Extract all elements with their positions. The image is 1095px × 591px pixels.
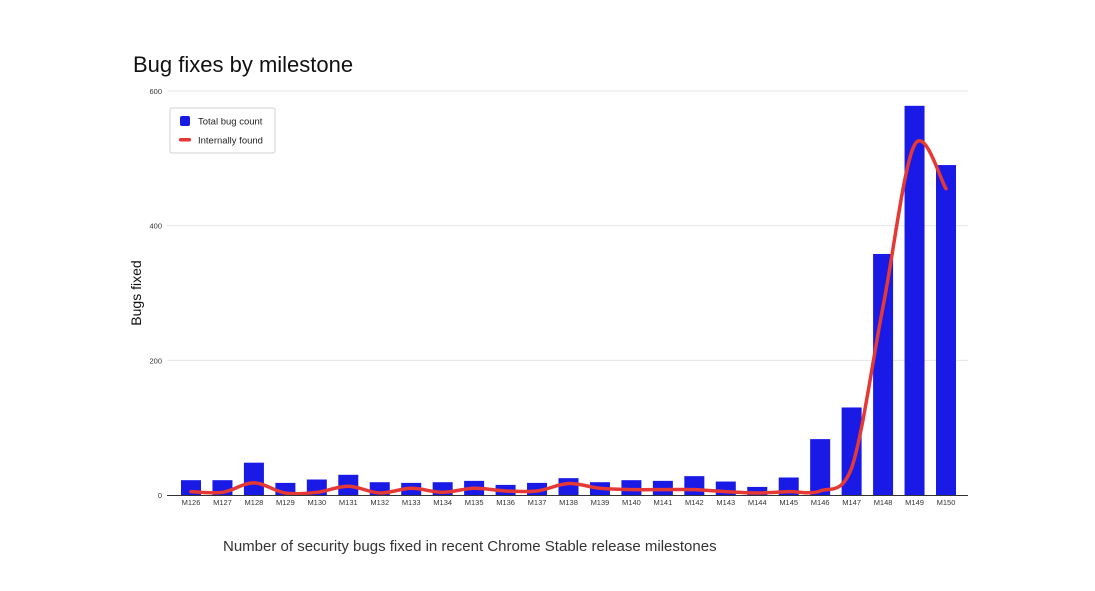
bar [810,439,831,495]
x-tick-label: M128 [245,498,264,507]
bar [243,462,264,495]
bar [873,253,894,495]
x-tick-label: M136 [496,498,515,507]
x-tick-label: M135 [465,498,484,507]
legend-box [169,107,276,154]
x-tick-label: M138 [559,498,578,507]
y-tick-label: 0 [158,491,162,500]
line-series [189,139,948,496]
y-axis-ticks: 0 200 400 600 [149,87,162,500]
x-tick-label: M126 [182,498,201,507]
x-tick-label: M145 [779,498,798,507]
bar [841,407,862,495]
x-tick-label: M131 [339,498,358,507]
y-axis-label: Bugs fixed [128,260,144,325]
x-tick-label: M147 [842,498,861,507]
x-tick-label: M142 [685,498,704,507]
y-tick-label: 200 [149,356,162,365]
grid-lines [167,90,968,361]
bar [936,165,956,496]
x-tick-label: M130 [307,498,326,507]
legend-swatch-bar [180,116,190,126]
bar [684,476,705,495]
bar [904,105,925,496]
chart-title: Bug fixes by milestone [133,52,354,77]
bar [621,480,642,495]
y-tick-label: 600 [149,87,162,96]
x-tick-label: M134 [433,498,452,507]
x-tick-label: M146 [811,498,830,507]
legend: Total bug count Internally found [169,107,276,154]
x-axis-ticks: M126 M127 M128 M129 M130 M131 M132 M133 M134 M135… [182,498,956,507]
internally-found-line [189,139,948,496]
x-tick-label: M129 [276,498,295,507]
x-tick-label: M144 [748,498,767,507]
x-tick-label: M137 [528,498,547,507]
bar-series [181,105,956,496]
chart-caption: Number of security bugs fixed in recent … [223,538,717,555]
legend-swatch-line [179,138,191,142]
x-tick-label: M140 [622,498,641,507]
x-tick-label: M139 [591,498,610,507]
x-tick-label: M133 [402,498,421,507]
legend-label-internal: Internally found [198,136,263,147]
x-tick-label: M141 [653,498,672,507]
x-tick-label: M132 [370,498,389,507]
x-tick-label: M149 [905,498,924,507]
y-tick-label: 400 [149,222,162,231]
bar [747,486,768,495]
x-tick-label: M150 [937,498,956,507]
legend-label-total: Total bug count [198,117,263,128]
x-tick-label: M143 [716,498,735,507]
bar [558,478,579,495]
x-tick-label: M127 [213,498,232,507]
x-tick-label: M148 [874,498,893,507]
